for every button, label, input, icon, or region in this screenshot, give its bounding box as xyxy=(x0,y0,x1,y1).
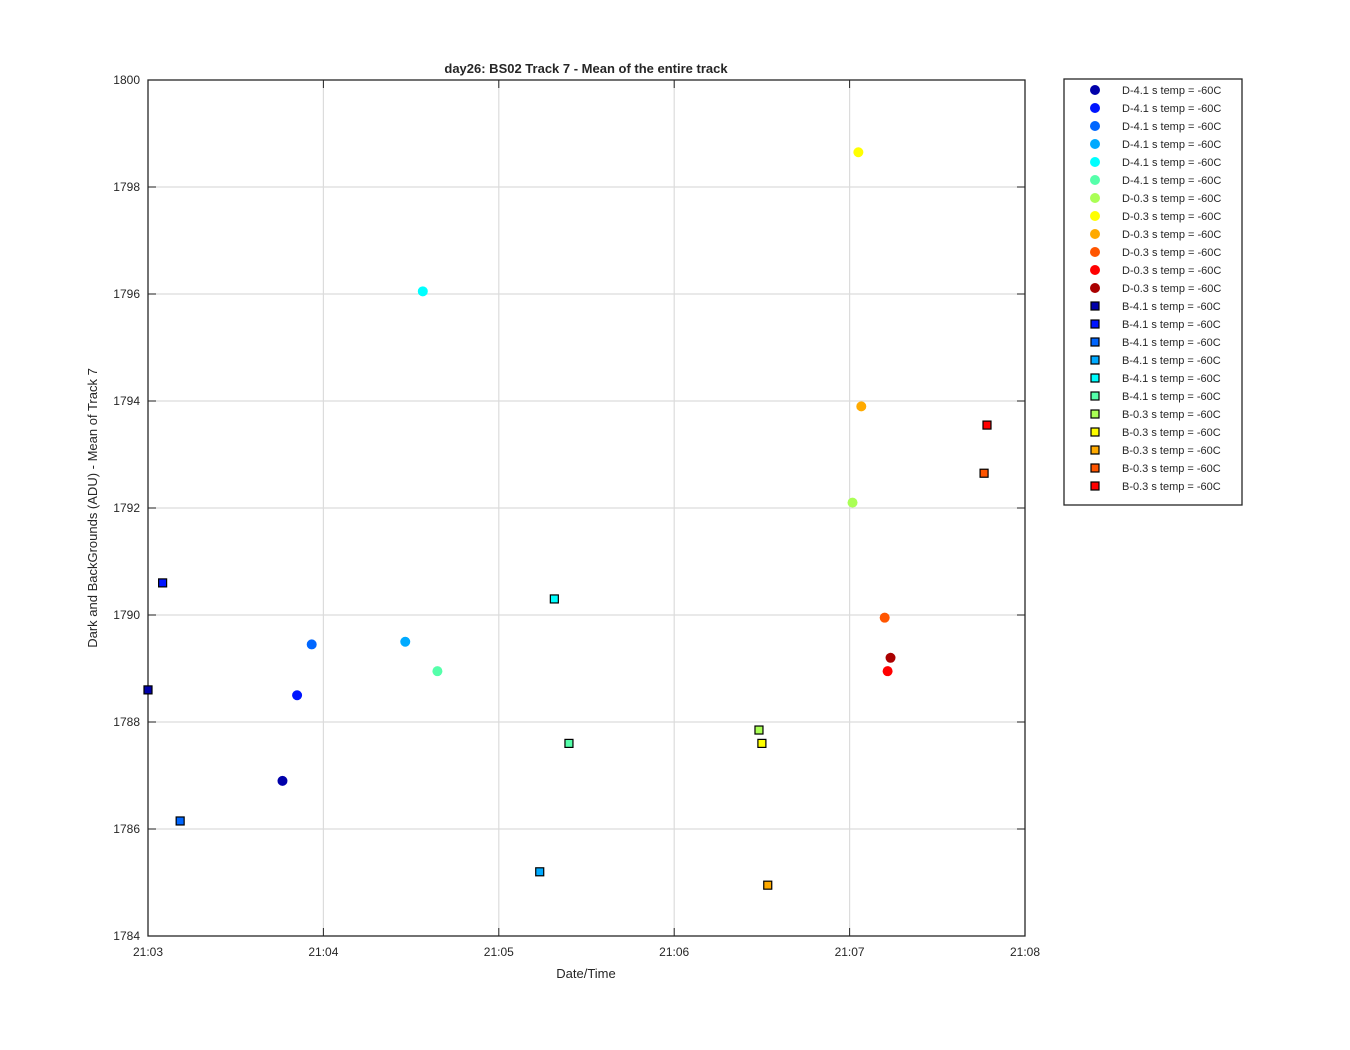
legend-entry-label: D-0.3 s temp = -60C xyxy=(1122,247,1221,259)
data-point-square xyxy=(143,685,153,695)
data-point-circle xyxy=(432,666,443,677)
y-tick-label: 1800 xyxy=(113,73,140,87)
legend: D-4.1 s temp = -60C D-4.1 s temp = -60C D-… xyxy=(1063,78,1243,506)
legend-marker xyxy=(1090,139,1100,149)
legend-entry-label: B-0.3 s temp = -60C xyxy=(1122,463,1221,475)
data-point-square xyxy=(175,816,185,826)
data-point-circle xyxy=(879,612,890,623)
legend-entry-label: D-4.1 s temp = -60C xyxy=(1122,175,1221,187)
legend-marker xyxy=(1090,211,1100,221)
legend-marker xyxy=(1090,193,1100,203)
legend-marker xyxy=(1090,283,1100,293)
legend-entry-label: B-4.1 s temp = -60C xyxy=(1122,319,1221,331)
legend-entry-label: D-4.1 s temp = -60C xyxy=(1122,103,1221,115)
grid-lines xyxy=(148,80,1025,936)
legend-marker xyxy=(1090,265,1100,275)
legend-entry-label: B-4.1 s temp = -60C xyxy=(1122,301,1221,313)
data-point-square xyxy=(757,738,767,749)
x-tick-label: 21:06 xyxy=(659,945,689,959)
legend-marker xyxy=(1090,337,1100,347)
y-tick-label: 1796 xyxy=(113,287,140,301)
data-point-circle xyxy=(400,636,411,647)
legend-entry-label: B-0.3 s temp = -60C xyxy=(1122,481,1221,493)
x-tick-label: 21:04 xyxy=(308,945,338,959)
data-points xyxy=(143,147,992,890)
legend-marker xyxy=(1090,85,1100,95)
legend-entry-label: D-4.1 s temp = -60C xyxy=(1122,121,1221,133)
legend-marker xyxy=(1090,247,1100,257)
legend-entry-label: D-0.3 s temp = -60C xyxy=(1122,229,1221,241)
x-tick-label: 21:08 xyxy=(1010,945,1040,959)
y-axis-label: Dark and BackGrounds (ADU) - Mean of Tra… xyxy=(85,368,100,648)
data-point-square xyxy=(982,420,992,430)
data-point-circle xyxy=(417,286,428,297)
legend-marker xyxy=(1090,427,1100,437)
legend-marker xyxy=(1090,481,1100,491)
chart-title: day26: BS02 Track 7 - Mean of the entire… xyxy=(444,61,728,76)
legend-marker xyxy=(1090,445,1100,455)
legend-marker xyxy=(1090,175,1100,185)
legend-marker xyxy=(1090,409,1100,419)
y-tick-label: 1786 xyxy=(113,822,140,836)
legend-entry-label: D-0.3 s temp = -60C xyxy=(1122,265,1221,277)
data-point-circle xyxy=(306,639,317,650)
y-tick-label: 1794 xyxy=(113,394,140,408)
y-tick-label: 1784 xyxy=(113,929,140,943)
legend-entry-label: D-0.3 s temp = -60C xyxy=(1122,211,1221,223)
legend-marker xyxy=(1090,463,1100,473)
x-axis-label: Date/Time xyxy=(556,966,615,981)
legend-marker xyxy=(1090,157,1100,167)
legend-entry-label: B-4.1 s temp = -60C xyxy=(1122,391,1221,403)
data-point-circle xyxy=(885,652,896,663)
legend-marker xyxy=(1090,301,1100,311)
y-tick-label: 1792 xyxy=(113,501,140,515)
data-point-square xyxy=(549,594,559,604)
legend-marker xyxy=(1090,391,1100,401)
data-point-square xyxy=(754,725,764,735)
data-point-circle xyxy=(856,401,867,412)
legend-marker xyxy=(1090,319,1100,329)
legend-entry-label: B-4.1 s temp = -60C xyxy=(1122,355,1221,367)
data-point-square xyxy=(564,738,574,749)
data-point-circle xyxy=(853,147,864,158)
legend-entry-label: D-0.3 s temp = -60C xyxy=(1122,193,1221,205)
legend-entry-label: B-4.1 s temp = -60C xyxy=(1122,373,1221,385)
data-point-circle xyxy=(847,497,858,508)
x-tick-label: 21:03 xyxy=(133,945,163,959)
x-tick-label: 21:05 xyxy=(484,945,514,959)
legend-entry-label: B-4.1 s temp = -60C xyxy=(1122,337,1221,349)
legend-marker xyxy=(1090,229,1100,239)
data-point-circle xyxy=(882,666,893,677)
legend-entry-label: D-0.3 s temp = -60C xyxy=(1122,283,1221,295)
y-tick-label: 1798 xyxy=(113,180,140,194)
data-point-square xyxy=(979,468,989,478)
axes: 21:03 21:04 21:05 21:06 21:07 21:08 1784 1786 17… xyxy=(113,73,1040,959)
y-tick-label: 1790 xyxy=(113,608,140,622)
data-point-square xyxy=(158,578,168,588)
data-point-square xyxy=(535,867,545,877)
x-tick-label: 21:07 xyxy=(835,945,865,959)
legend-entry-label: B-0.3 s temp = -60C xyxy=(1122,409,1221,421)
legend-marker xyxy=(1090,373,1100,383)
legend-entry-label: B-0.3 s temp = -60C xyxy=(1122,445,1221,457)
legend-marker xyxy=(1090,103,1100,113)
y-tick-label: 1788 xyxy=(113,715,140,729)
legend-marker xyxy=(1090,121,1100,131)
plot-frame xyxy=(147,79,1026,937)
data-point-square xyxy=(763,880,773,890)
data-point-circle xyxy=(277,775,288,786)
legend-marker xyxy=(1090,355,1100,365)
legend-entry-label: D-4.1 s temp = -60C xyxy=(1122,85,1221,97)
data-point-circle xyxy=(292,690,303,701)
legend-entry-label: D-4.1 s temp = -60C xyxy=(1122,139,1221,151)
legend-entry-label: D-4.1 s temp = -60C xyxy=(1122,157,1221,169)
legend-entry-label: B-0.3 s temp = -60C xyxy=(1122,427,1221,439)
